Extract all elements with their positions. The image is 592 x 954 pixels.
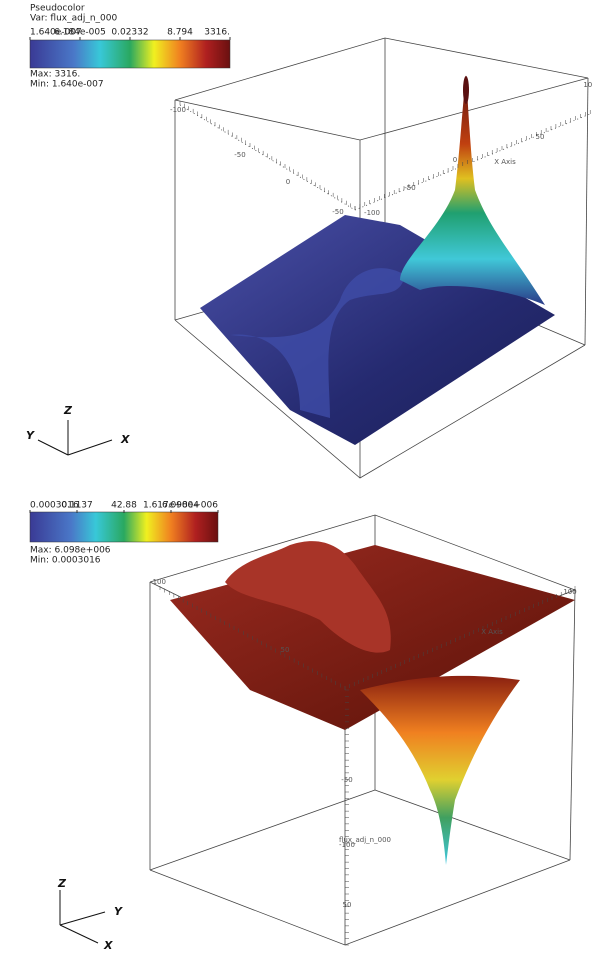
axis-label: -50 <box>332 208 343 216</box>
axis-label: -100 <box>364 209 380 217</box>
axis-label: 50 <box>343 901 352 909</box>
axis-label: X Axis <box>494 158 516 166</box>
axis-label: -50 <box>404 184 415 192</box>
shape: Pseudocolor <box>30 4 85 14</box>
shape: Y <box>114 905 123 918</box>
axis-label: -50 <box>234 151 245 159</box>
legend-tick-label: 0.02332 <box>111 28 148 38</box>
shape: Max: 6.098e+006 <box>30 546 111 556</box>
axis-label: 0 <box>286 178 290 186</box>
shape: Min: 1.640e-007 <box>30 80 104 90</box>
legend-tick-label: 8.794 <box>167 28 193 38</box>
axis-label: 50 <box>536 133 545 141</box>
legend-tick-label: 0.0003016 <box>30 501 79 511</box>
shape <box>584 77 589 346</box>
axis-label: X Axis <box>481 628 503 636</box>
legend-tick-label: 42.88 <box>111 501 137 511</box>
axis-label: -100 <box>150 578 166 586</box>
shape: Min: 0.0003016 <box>30 556 101 566</box>
shape <box>149 859 571 946</box>
axis-label: 50 <box>281 646 290 654</box>
axis-label: 100 <box>563 588 576 596</box>
axis-label: flux_adj_n_000 <box>339 836 391 844</box>
legend-tick-label: 1.617e+004 <box>143 501 199 511</box>
shape: Z <box>57 877 67 890</box>
axis-label: -100 <box>339 841 355 849</box>
shape: Z <box>63 404 73 417</box>
shape: X <box>103 939 113 952</box>
shape <box>59 911 106 926</box>
legend-tick-label: 0.1137 <box>61 501 93 511</box>
shape <box>374 789 571 861</box>
legend-tick-label: 6.184e-005 <box>54 28 106 38</box>
shape <box>59 924 99 944</box>
shape: Y <box>26 429 35 442</box>
axis-label: 0 <box>453 156 457 164</box>
group: -100 50 100 X Axis -50 -100 50 flux_adj_n_000 <box>150 578 577 946</box>
shape: Max: 3316. <box>30 70 80 80</box>
shape <box>360 675 520 865</box>
shape <box>174 319 586 479</box>
shape <box>225 541 391 653</box>
shape <box>29 39 231 69</box>
shape <box>174 37 589 141</box>
shape <box>67 439 113 456</box>
shape <box>463 76 469 104</box>
shape <box>569 589 576 861</box>
group: -100 -50 0 -50 -100 -50 0 50 100 X Axis <box>170 81 592 217</box>
shape <box>149 789 376 871</box>
axis-label: -50 <box>341 776 352 784</box>
legend-tick-label: 3316. <box>204 28 230 38</box>
axis-label: 100 <box>583 81 592 89</box>
shape <box>230 268 405 418</box>
shape: Var: flux_adj_n_000 <box>30 14 117 24</box>
shape <box>37 439 69 456</box>
axis-label: -100 <box>170 106 186 114</box>
shape <box>400 75 545 305</box>
legend-tick-label: 6.098e+006 <box>162 501 218 511</box>
legend-tick-label: 1.640e-007 <box>30 28 82 38</box>
shape: X <box>120 433 130 446</box>
shape <box>29 511 219 543</box>
